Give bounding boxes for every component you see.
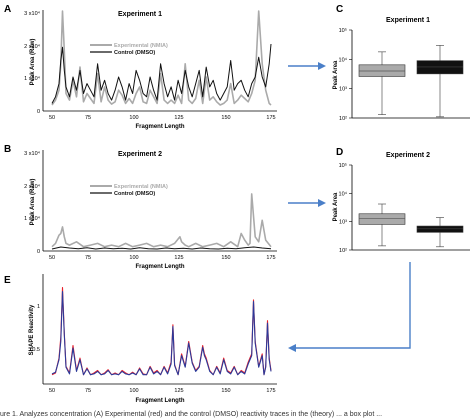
arrow-to-e-shaft [296,262,411,349]
panel-b-plot-area [51,193,272,250]
panel-a-xlabel: Fragment Length [136,124,185,130]
panel-e-xtick-100: 100 [129,388,138,394]
panel-b-xtick-175: 175 [266,255,275,261]
panel-b-xtick-150: 150 [221,255,230,261]
panel-e-xtick-50: 50 [49,388,55,394]
panel-a-xtick-150: 150 [221,115,230,121]
panel-label-a: A [4,4,11,15]
panel-d-title: Experiment 2 [386,152,430,159]
panel-a-legend-control: Control (DMSO) [114,50,155,56]
panel-d-ylabel: Peak Area [333,192,339,221]
panel-b-xtick-100: 100 [129,255,138,261]
panel-d-box-experimental [358,213,406,225]
panel-c-boxes [358,44,464,118]
panel-a-xtick-125: 125 [174,115,183,121]
panel-label-e: E [4,275,11,286]
panel-e-xtick-75: 75 [85,388,91,394]
panel-c-ytick-0: 10² [339,116,347,122]
panel-e-xtick-175: 175 [266,388,275,394]
panel-a-ytick-0: 0 [37,109,40,115]
panel-a-series-experimental [51,10,272,106]
panel-b-xtick-75: 75 [85,255,91,261]
panel-c-ytick-1: 10³ [339,87,347,93]
panel-d-ytick-2: 10⁴ [339,190,348,197]
panel-d-ytick-3: 10⁵ [339,162,347,169]
panel-a-title: Experiment 1 [118,11,162,18]
panel-b-legend-experimental: Experimental (NMIA) [114,184,168,190]
panel-a-ylabel: Peak Area (Raw) [30,39,36,86]
panel-a-xtick-100: 100 [129,115,138,121]
panel-b-xtick-125: 125 [174,255,183,261]
panel-d-boxes [358,203,464,248]
panel-d-yticks: 10² 10³ 10⁴ 10⁵ [339,162,352,254]
panel-e-ytick-0-5: 0.5 [32,347,40,353]
panel-b-ytick-2: 2 x10⁴ [24,183,40,190]
panel-a-xtick-50: 50 [49,115,55,121]
panel-a-ytick-1: 1 x10⁴ [24,75,40,82]
panel-e-series-experiment-2 [51,291,272,376]
panel-b-legend-control: Control (DMSO) [114,191,155,197]
arrow-to-e-head [288,344,296,352]
panel-e-xlabel: Fragment Length [136,398,185,404]
panel-c-title: Experiment 1 [386,17,430,24]
panel-e-xtick-150: 150 [221,388,230,394]
panel-c-ytick-3: 10⁵ [339,27,347,34]
figure-caption: ure 1. Analyzes concentration (A) Experi… [0,411,382,418]
panel-b-ytick-1: 1 x10⁴ [24,215,40,222]
panel-b-ytick-0: 0 [37,249,40,255]
panel-a-xtick-75: 75 [85,115,91,121]
panel-d: D Experiment 2 Peak Area 10² 10³ 10⁴ 10⁵ [333,147,470,254]
panel-b-xlabel: Fragment Length [136,264,185,270]
panel-b-ytick-3: 3 x10⁴ [24,150,40,157]
panel-a-xtick-175: 175 [266,115,275,121]
panel-b-series-control [51,246,272,250]
panel-label-b: B [4,144,11,155]
panel-a-ytick-2: 2 x10⁴ [24,43,40,50]
panel-a-legend-experimental: Experimental (NMIA) [114,43,168,49]
panel-label-c: C [336,4,343,15]
panel-e-series-experiment-1 [51,286,272,376]
panel-b: B Experiment 2 0 1 x10⁴ 2 x10⁴ 3 x10⁴ 50… [4,144,277,270]
panel-d-ytick-1: 10³ [339,220,347,226]
panel-c-yticks: 10² 10³ 10⁴ 10⁵ [339,27,352,122]
panel-a: A Experiment 1 0 1 x10⁴ 2 x10⁴ 3 x10⁴ 50… [4,4,277,130]
arrow-b-to-d-head [318,199,326,207]
panel-e-xtick-125: 125 [174,388,183,394]
connector-arrows [288,62,411,352]
panel-b-xtick-50: 50 [49,255,55,261]
panel-e: E 0.5 1 50 75 100 125 150 175 Fragment L… [4,274,277,404]
panel-b-series-experimental [51,193,272,248]
panel-d-box-control [416,225,464,233]
panel-a-plot-area [51,10,272,106]
panel-d-ytick-0: 10² [339,248,347,254]
panel-e-ylabel: SHAPE Reactivity [29,304,35,355]
panel-a-ytick-3: 3 x10⁴ [24,10,40,17]
panel-b-ylabel: Peak Area (Raw) [30,179,36,226]
panel-e-ytick-1: 1 [37,304,40,310]
panel-c-ylabel: Peak Area [333,60,339,89]
panel-b-title: Experiment 2 [118,151,162,158]
panel-c-ytick-2: 10⁴ [339,56,348,63]
panel-e-plot-area [51,286,272,376]
arrow-a-to-c-head [318,62,326,70]
panel-c: C Experiment 1 Peak Area 10² 10³ 10⁴ 10⁵ [333,4,470,122]
panel-label-d: D [336,147,343,158]
panel-a-series-control [51,43,272,104]
